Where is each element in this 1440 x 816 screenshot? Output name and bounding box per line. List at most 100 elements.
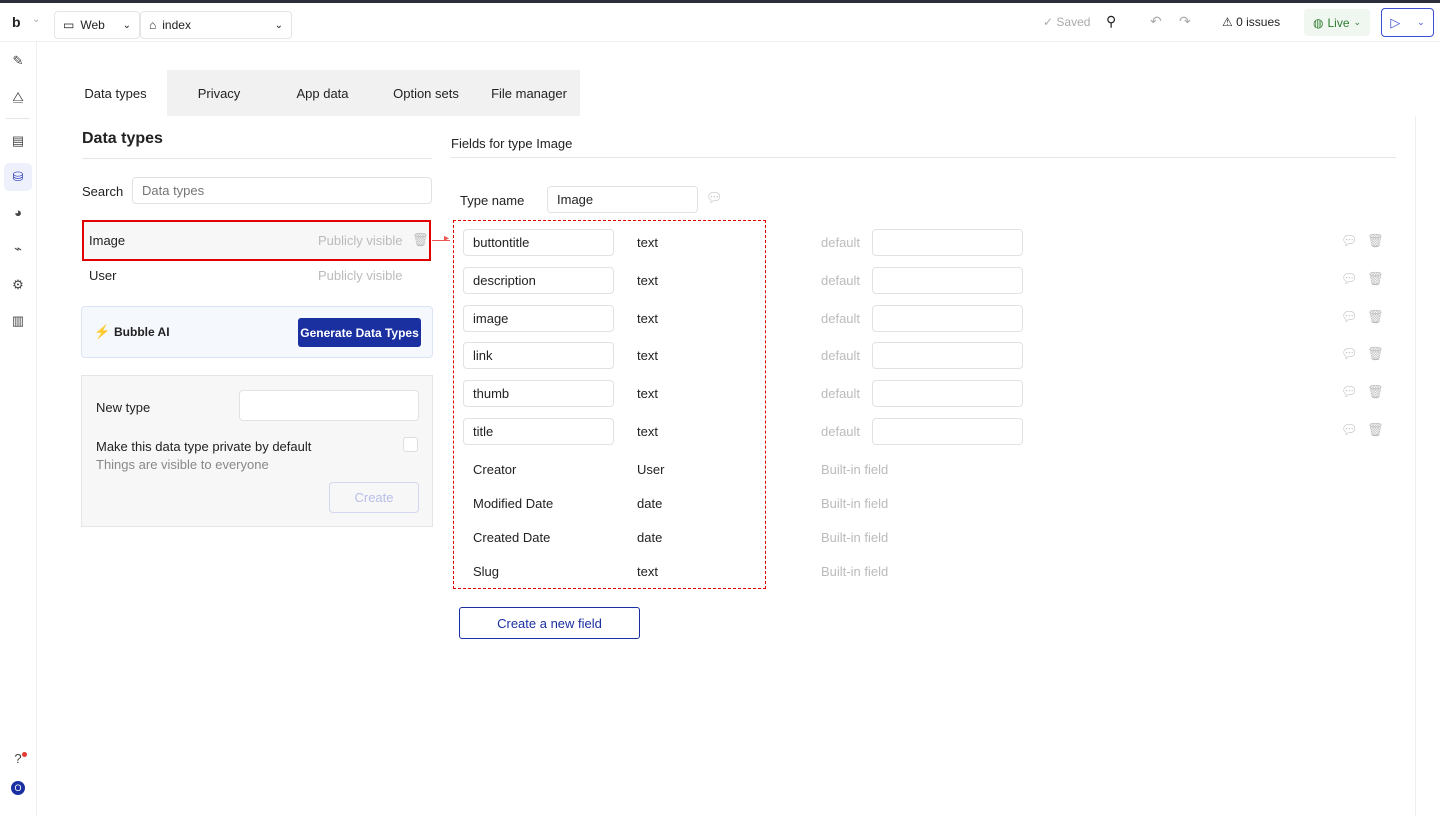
type-row-image[interactable]: Image Publicly visible 🗑 [82,220,431,261]
default-label: default [821,348,861,364]
tab-privacy[interactable]: Privacy [167,70,271,116]
builtin-label: Built-in field [821,496,889,511]
field-row: title text default 💬︎ 🗑︎ [463,418,1403,445]
play-icon: ▷ [1390,14,1401,30]
default-value-input[interactable] [872,304,1023,332]
trash-icon[interactable]: 🗑︎ [1367,270,1384,286]
default-value-input[interactable] [872,418,1023,445]
default-label: default [821,235,861,250]
field-name-input[interactable]: title [463,418,614,445]
issues-label: 0 issues [1236,15,1281,29]
fields-highlight-box [453,220,766,589]
left-rail: ✎ ⧋ ▤ ⛁ ◕ ⌁ ⚙ ▥ ? O [0,42,37,816]
pencil-icon[interactable]: ✎ [12,53,24,68]
logs-icon[interactable]: ▥ [11,313,25,328]
preview-button[interactable]: ▷ ⌄ [1381,8,1434,37]
new-type-label: New type [96,400,151,415]
issues-button[interactable]: ⚠ 0 issues [1222,15,1280,29]
trash-icon[interactable]: 🗑︎ [1367,308,1384,324]
tab-file-manager[interactable]: File manager [478,70,580,116]
field-name-input[interactable]: description [463,266,614,294]
warning-icon: ⚠ [1222,15,1237,29]
saved-status: ✓ Saved [1043,15,1090,29]
styles-icon[interactable]: ▤ [11,133,25,148]
default-value-input[interactable] [872,229,1023,256]
type-row-user[interactable]: User Publicly visible [82,262,431,292]
trash-icon[interactable]: 🗑 [412,232,429,247]
page-select[interactable]: ⌂ index ⌄ [140,11,292,39]
field-name-input[interactable]: thumb [463,380,614,408]
builtin-field-row: Modified Date date Built-in field [463,496,1403,523]
field-name-input[interactable]: buttontitle [463,229,614,256]
home-icon: ⌂ [149,18,157,32]
builtin-field-row: Creator User Built-in field [463,462,1403,489]
type-name-input[interactable]: Image [547,186,698,213]
field-name-input[interactable]: link [463,342,614,370]
tab-option-sets[interactable]: Option sets [374,70,478,116]
trash-icon[interactable]: 🗑︎ [1367,384,1384,400]
magic-wand-icon: ⚡ [94,324,111,339]
create-new-field-button[interactable]: Create a new field [459,607,640,639]
comment-icon[interactable]: 💬︎ [706,190,723,205]
create-button[interactable]: Create [329,482,419,513]
field-row: description text default 💬︎ 🗑︎ [463,266,1403,294]
divider [82,158,432,159]
plugin-icon[interactable]: ⌁ [14,241,22,256]
live-label: Live [1327,15,1350,30]
search-input[interactable] [132,177,432,204]
comment-icon[interactable]: 💬︎ [1341,384,1358,400]
generate-data-types-button[interactable]: Generate Data Types [298,318,421,347]
data-tab-active[interactable]: ⛁ [4,163,32,191]
bubble-logo[interactable]: b [12,14,21,30]
field-type: text [637,235,658,250]
builtin-field-row: Created Date date Built-in field [463,530,1403,557]
comment-icon[interactable]: 💬︎ [1341,233,1358,248]
field-name: Slug [473,564,500,579]
tab-app-data[interactable]: App data [271,70,374,116]
workflow-icon[interactable]: ⧋ [12,89,24,104]
trash-icon[interactable]: 🗑︎ [1367,422,1384,437]
undo-icon[interactable]: ↶ [1150,13,1162,29]
field-type: text [637,386,658,402]
notification-dot [22,752,27,757]
platform-select[interactable]: ▭ Web ⌄ [54,11,140,39]
comment-icon[interactable]: 💬︎ [1341,308,1358,324]
field-name: Created Date [473,530,551,545]
monitor-icon: ▭ [63,18,75,32]
help-icon[interactable]: ? [14,751,22,766]
chevron-down-icon[interactable]: ⌄ [32,14,41,25]
palette-icon[interactable]: ◕ [14,205,22,220]
field-row: link text default 💬︎ 🗑︎ [463,342,1403,370]
trash-icon[interactable]: 🗑︎ [1367,233,1384,248]
field-type: User [637,462,665,477]
comment-icon[interactable]: 💬︎ [1341,422,1358,437]
tab-data-types[interactable]: Data types [64,70,167,116]
check-circle-icon: ✓ [1043,15,1057,29]
field-type: text [637,348,658,364]
comment-icon[interactable]: 💬︎ [1341,270,1358,286]
field-type: date [637,496,663,511]
chevron-down-icon: ⌄ [1417,17,1425,27]
live-button[interactable]: ◍ Live ⌄ [1304,9,1370,36]
search-icon[interactable]: ⚲ [1106,13,1117,29]
type-name: User [89,268,117,283]
default-value-input[interactable] [872,380,1023,408]
avatar[interactable]: O [11,781,25,795]
field-name-input[interactable]: image [463,304,614,332]
private-label: Make this data type private by default [96,439,312,454]
private-checkbox[interactable] [403,437,418,452]
default-label: default [821,424,861,439]
field-row: buttontitle text default 💬︎ 🗑︎ [463,229,1403,256]
default-value-input[interactable] [872,266,1023,294]
field-type: text [637,424,658,439]
field-row: image text default 💬︎ 🗑︎ [463,304,1403,332]
redo-icon[interactable]: ↷ [1179,13,1191,29]
settings-icon[interactable]: ⚙ [12,277,24,292]
field-type: text [637,310,658,326]
comment-icon[interactable]: 💬︎ [1341,346,1358,362]
new-type-input[interactable] [239,390,419,421]
data-types-title: Data types [82,130,163,147]
trash-icon[interactable]: 🗑︎ [1367,346,1384,362]
bubble-ai-box: ⚡ Bubble AI Generate Data Types [81,306,433,358]
default-value-input[interactable] [872,342,1023,370]
